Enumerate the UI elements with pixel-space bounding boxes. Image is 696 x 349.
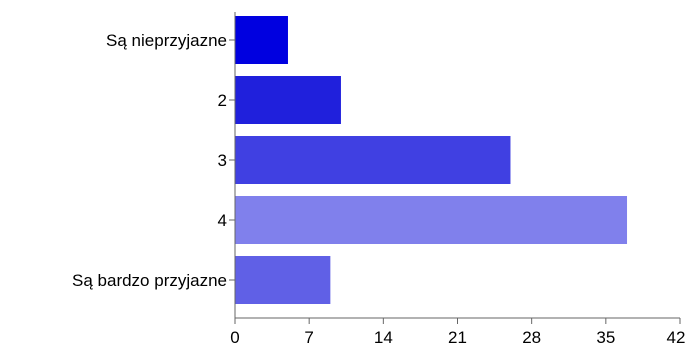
category-label: 4 [218,211,227,230]
bar [235,196,628,244]
x-tick-label: 21 [448,328,467,347]
bar [235,76,341,124]
category-label: 3 [218,151,227,170]
bar [235,256,331,304]
x-tick-label: 14 [374,328,393,347]
bar [235,16,288,64]
category-label: Są nieprzyjazne [106,31,227,50]
bar [235,136,511,184]
x-tick-label: 42 [667,328,686,347]
x-tick-label: 35 [596,328,615,347]
x-tick-label: 7 [304,328,313,347]
category-label: Są bardzo przyjazne [72,271,227,290]
x-tick-label: 0 [230,328,239,347]
category-label: 2 [218,91,227,110]
x-tick-label: 28 [522,328,541,347]
